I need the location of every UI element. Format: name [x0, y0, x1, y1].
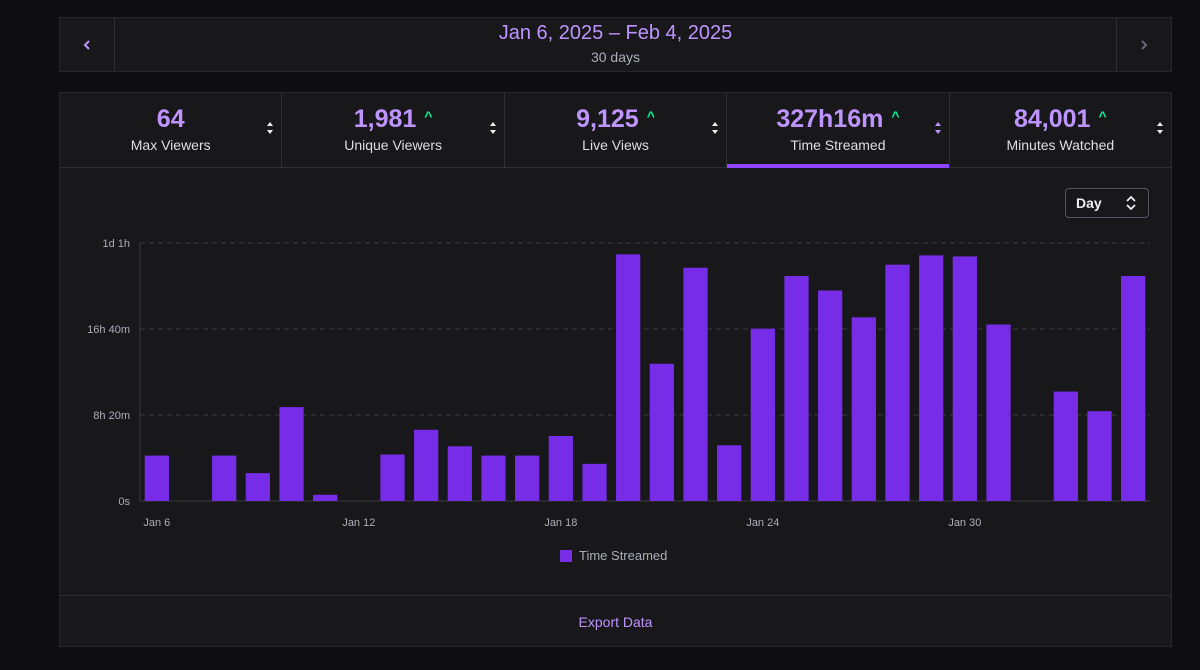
bar-jan-24[interactable] [750, 328, 775, 501]
bar-jan-21[interactable] [649, 363, 674, 501]
x-tick-label: Jan 24 [746, 517, 779, 529]
time-streamed-bar-chart: 0s 8h 20m 16h 40m 1d 1h Jan 6 Jan 12 Jan 18 Jan… [87, 238, 1150, 529]
stat-value: 84,001 ^ [950, 105, 1171, 134]
stat-tab-max-viewers[interactable]: 64 Max Viewers [60, 93, 283, 167]
bar-jan-30[interactable] [952, 256, 977, 501]
next-range-button[interactable] [1116, 18, 1171, 71]
bar-feb-4[interactable] [1121, 276, 1146, 501]
bar-jan-27[interactable] [851, 317, 876, 501]
stat-tab-time-streamed[interactable]: 327h16m ^ Time Streamed [727, 93, 950, 168]
bar-jan-29[interactable] [919, 255, 944, 501]
bar-jan-25[interactable] [784, 276, 809, 501]
stat-value: 327h16m ^ [727, 105, 948, 134]
bar-jan-31[interactable] [986, 324, 1011, 501]
bar-jan-18[interactable] [548, 435, 573, 501]
bar-jan-16[interactable] [481, 455, 506, 501]
stat-tab-unique-viewers[interactable]: 1,981 ^ Unique Viewers [282, 93, 505, 167]
stat-value-text: 9,125 [576, 105, 639, 133]
bar-jan-6[interactable] [144, 455, 169, 501]
y-tick-label: 16h 40m [87, 324, 130, 336]
chart-legend: Time Streamed [560, 548, 667, 563]
sort-arrows-icon[interactable] [265, 119, 275, 137]
stat-label: Max Viewers [130, 137, 211, 153]
stat-label: Minutes Watched [1006, 137, 1115, 153]
trend-up-icon: ^ [891, 108, 900, 124]
bar-jan-17[interactable] [515, 455, 540, 501]
chevron-updown-icon [1126, 196, 1136, 210]
bar-jan-10[interactable] [279, 407, 304, 501]
bar-jan-23[interactable] [717, 445, 742, 501]
bar-jan-13[interactable] [380, 454, 405, 501]
stat-value-text: 327h16m [776, 105, 884, 133]
bar-feb-2[interactable] [1053, 391, 1078, 501]
stat-tabs: 64 Max Viewers 1,981 ^ Unique Viewers 9,125 ^ L… [60, 93, 1171, 168]
y-tick-label: 1d 1h [102, 238, 130, 250]
sort-arrows-icon[interactable] [710, 119, 720, 137]
bar-jan-28[interactable] [885, 264, 910, 501]
stats-panel: 64 Max Viewers 1,981 ^ Unique Viewers 9,125 ^ L… [59, 92, 1172, 647]
stat-label: Live Views [582, 137, 649, 153]
legend-swatch [560, 549, 572, 562]
chevron-right-icon [1141, 39, 1148, 50]
interval-select[interactable]: Day [1065, 188, 1149, 218]
stat-value: 9,125 ^ [505, 105, 726, 134]
bar-jan-26[interactable] [818, 290, 843, 501]
bar-jan-20[interactable] [616, 254, 641, 501]
trend-up-icon: ^ [1098, 108, 1107, 124]
sort-arrows-icon[interactable] [933, 119, 943, 137]
x-tick-label: Jan 18 [544, 517, 577, 529]
interval-select-value: Day [1076, 195, 1102, 211]
legend-label: Time Streamed [579, 548, 668, 563]
bar-jan-9[interactable] [245, 473, 270, 501]
trend-up-icon: ^ [424, 108, 433, 124]
y-tick-label: 0s [118, 496, 130, 508]
bar-feb-3[interactable] [1087, 411, 1112, 501]
x-tick-label: Jan 6 [143, 517, 170, 529]
date-range-bar: Jan 6, 2025 – Feb 4, 2025 30 days [59, 17, 1172, 72]
bar-jan-11[interactable] [313, 494, 338, 501]
bar-jan-15[interactable] [447, 446, 472, 501]
bar-jan-22[interactable] [683, 267, 708, 501]
stat-value: 64 [60, 105, 281, 134]
x-tick-label: Jan 12 [342, 517, 375, 529]
date-range-label: Jan 6, 2025 – Feb 4, 2025 [498, 22, 733, 44]
sort-arrows-icon[interactable] [1155, 119, 1165, 137]
stat-value-text: 64 [156, 105, 185, 133]
previous-range-button[interactable] [60, 18, 115, 71]
export-data-button[interactable]: Export Data [60, 595, 1171, 647]
sort-arrows-icon[interactable] [488, 119, 498, 137]
bar-jan-14[interactable] [414, 429, 439, 501]
date-range-duration: 30 days [590, 49, 641, 65]
y-tick-label: 8h 20m [93, 410, 130, 422]
stat-tab-minutes-watched[interactable]: 84,001 ^ Minutes Watched [950, 93, 1171, 167]
stat-label: Unique Viewers [344, 137, 442, 153]
bar-jan-19[interactable] [582, 463, 607, 501]
x-tick-label: Jan 30 [948, 517, 981, 529]
trend-up-icon: ^ [646, 108, 655, 124]
chevron-left-icon [83, 39, 90, 50]
stat-value-text: 84,001 [1014, 105, 1091, 133]
stat-value: 1,981 ^ [282, 105, 503, 134]
stat-tab-live-views[interactable]: 9,125 ^ Live Views [505, 93, 728, 167]
stat-label: Time Streamed [790, 137, 886, 153]
stat-value-text: 1,981 [353, 105, 417, 133]
date-range: Jan 6, 2025 – Feb 4, 2025 30 days [114, 18, 1117, 65]
bar-jan-8[interactable] [212, 455, 237, 501]
